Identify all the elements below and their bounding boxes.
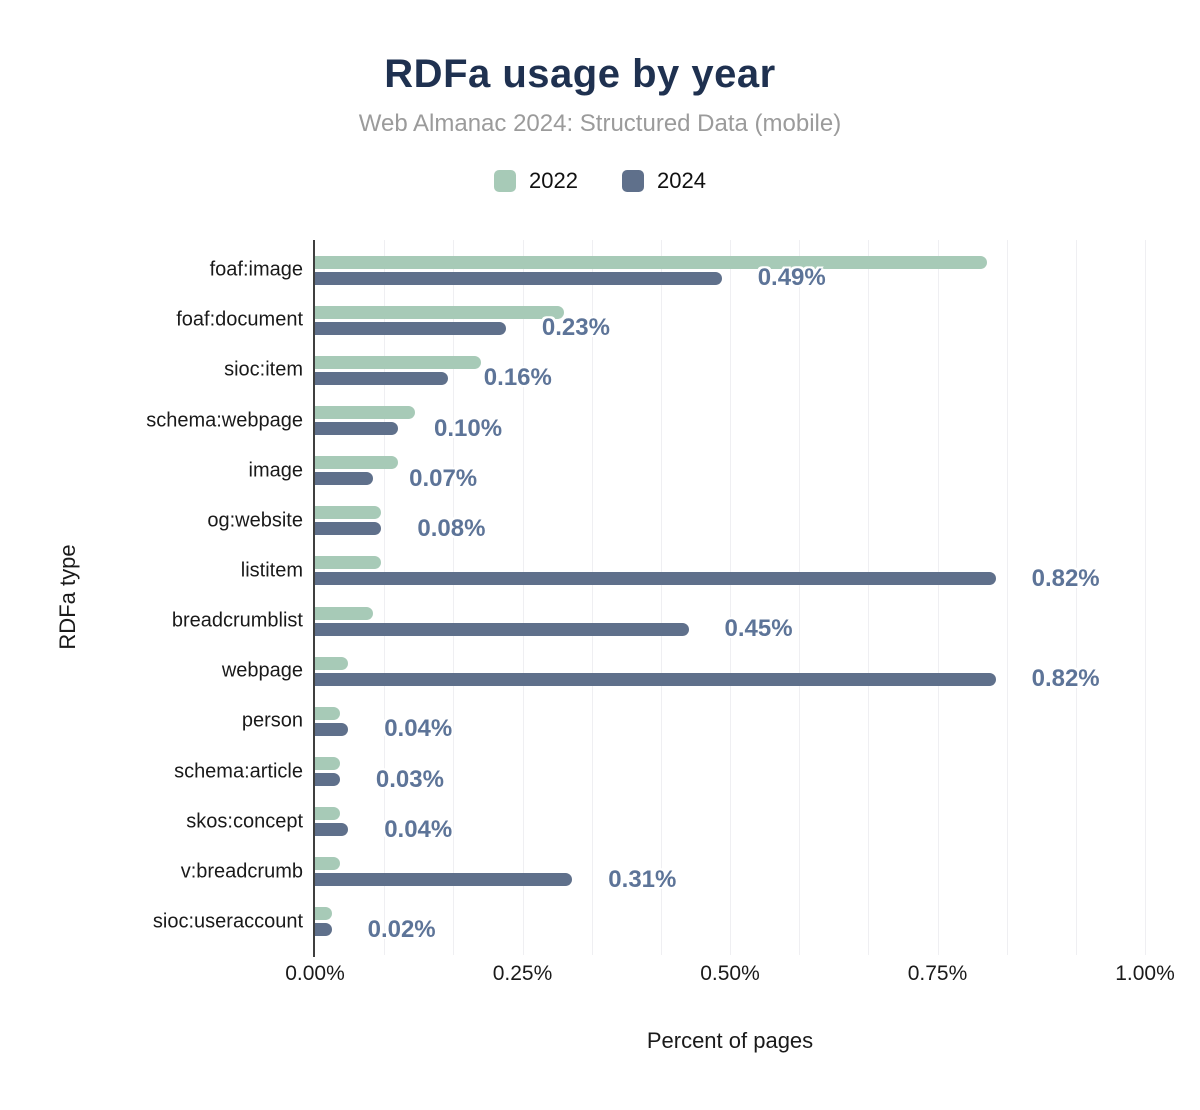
gridline: [522, 240, 524, 955]
bar-2024[interactable]: [315, 522, 382, 536]
x-axis-ticks: 0.00% 0.25% 0.50% 0.75% 1.00%: [285, 962, 1175, 992]
category-label: schema:webpage: [146, 409, 303, 431]
gridline: [591, 240, 593, 955]
value-label: 0.45%: [724, 615, 793, 643]
bar-2024[interactable]: [315, 622, 689, 636]
bar-2022[interactable]: [315, 406, 415, 419]
bar-2024[interactable]: [315, 371, 448, 385]
bar-2022[interactable]: [315, 907, 332, 921]
value-label: 0.23%: [541, 314, 610, 342]
legend-label-2022: 2022: [529, 168, 578, 193]
gridline: [453, 240, 455, 955]
value-label: 0.04%: [384, 815, 453, 843]
category-label: image: [248, 459, 303, 482]
category-label: sioc:item: [224, 358, 303, 381]
value-label: 0.08%: [417, 514, 486, 542]
gridline: [1145, 240, 1146, 955]
x-tick-label: 1.00%: [1115, 962, 1175, 985]
category-label: foaf:image: [209, 258, 303, 281]
bar-2024[interactable]: [315, 773, 340, 786]
legend-item-2024[interactable]: 2024: [622, 168, 706, 194]
bar-2022[interactable]: [315, 305, 564, 319]
value-label: 0.03%: [375, 765, 444, 793]
bar-2022[interactable]: [315, 807, 340, 821]
bar-2022[interactable]: [315, 255, 988, 269]
bar-2024[interactable]: [315, 572, 996, 586]
value-label: 0.82%: [1031, 564, 1100, 592]
value-label: 0.82%: [1031, 665, 1100, 693]
gridline: [384, 240, 386, 955]
value-label: 0.49%: [757, 264, 826, 292]
value-label: 0.31%: [608, 865, 677, 893]
bar-2024[interactable]: [315, 923, 332, 937]
category-label: v:breadcrumb: [180, 860, 303, 883]
category-label: listitem: [240, 559, 303, 582]
bar-2022[interactable]: [315, 506, 382, 520]
gridline: [660, 240, 662, 955]
category-label: webpage: [221, 659, 303, 682]
plot-area: 0.49% 0.23% 0.16% 0.10% 0.07% 0.08% 0.82% 0.45%…: [313, 240, 1146, 957]
bar-2022[interactable]: [315, 706, 340, 720]
bar-2022[interactable]: [315, 656, 349, 670]
bar-2022[interactable]: [315, 456, 398, 470]
bar-2024[interactable]: [315, 672, 996, 686]
category-label: person: [241, 709, 303, 732]
value-label: 0.16%: [483, 364, 552, 392]
chart-title: RDFa usage by year: [384, 52, 776, 96]
category-label: breadcrumblist: [171, 609, 303, 632]
legend-item-2022[interactable]: 2022: [494, 168, 578, 194]
category-label: schema:article: [174, 760, 303, 782]
bar-2022[interactable]: [315, 857, 340, 871]
gridline: [799, 240, 801, 955]
gridline: [1006, 240, 1008, 955]
gridline: [868, 240, 870, 955]
legend-label-2024: 2024: [657, 168, 706, 193]
y-axis-line: [313, 240, 315, 957]
legend-swatch-2022-icon: [494, 170, 517, 192]
x-tick-label: 0.00%: [285, 962, 345, 985]
gridline: [1075, 240, 1077, 955]
x-tick-label: 0.25%: [492, 962, 553, 985]
value-label: 0.04%: [384, 715, 453, 743]
bar-2024[interactable]: [315, 422, 398, 435]
bar-2022[interactable]: [315, 355, 481, 369]
x-axis-title: Percent of pages: [646, 1028, 814, 1053]
value-label: 0.10%: [434, 414, 503, 442]
bar-2024[interactable]: [315, 873, 573, 887]
bar-2024[interactable]: [315, 722, 349, 736]
x-tick-label: 0.75%: [907, 962, 968, 985]
bar-2022[interactable]: [315, 757, 340, 770]
gridline: [730, 240, 731, 955]
legend-swatch-2024-icon: [622, 170, 644, 192]
bar-2024[interactable]: [315, 472, 374, 486]
x-tick-label: 0.50%: [700, 962, 760, 985]
category-labels: foaf:image foaf:document sioc:item schema:w…: [0, 240, 303, 955]
bar-2022[interactable]: [315, 606, 374, 620]
category-label: og:website: [207, 509, 303, 532]
bar-2024[interactable]: [315, 271, 722, 285]
bar-2022[interactable]: [315, 556, 382, 570]
bar-2024[interactable]: [315, 321, 506, 335]
legend: 2022 2024: [0, 168, 1200, 194]
category-label: skos:concept: [186, 810, 303, 833]
gridline: [937, 240, 939, 955]
category-label: sioc:useraccount: [152, 910, 303, 933]
value-label: 0.07%: [409, 464, 478, 492]
bar-2024[interactable]: [315, 823, 349, 837]
category-label: foaf:document: [176, 308, 303, 331]
chart-subtitle: Web Almanac 2024: Structured Data (mobil…: [358, 110, 842, 137]
value-label: 0.02%: [367, 915, 436, 943]
